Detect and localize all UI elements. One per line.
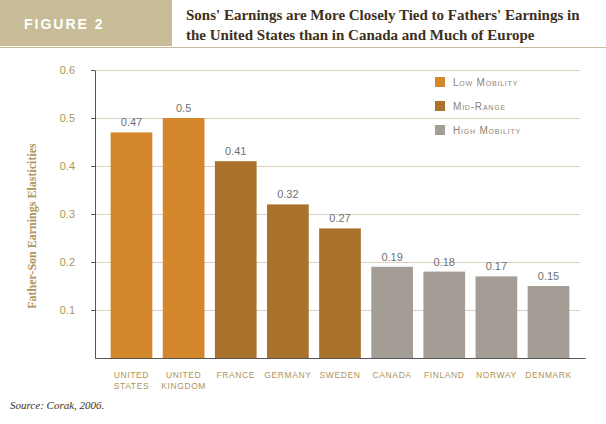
x-tick: CANADA [373,370,412,380]
data-label: 0.18 [434,256,455,268]
x-tick: UNITEDSTATES [114,370,149,391]
data-label: 0.47 [121,116,142,128]
x-tick-label: DENMARK [525,370,572,380]
x-tick-label-line: FINLAND [424,370,465,380]
x-tick-label: CANADA [373,370,412,380]
title-line: Sons' Earnings are More Closely Tied to … [186,7,580,23]
y-tick: 0.1 [60,304,95,316]
y-tick: 0.6 [60,64,95,76]
legend-label: Low Mobility [453,77,518,88]
y-tick-label: 0.6 [60,64,75,76]
x-tick-label: NORWAY [476,370,517,380]
bar [319,228,361,358]
bar [215,161,257,358]
y-tick-mark [91,70,95,71]
y-tick-label: 0.5 [60,112,75,124]
x-tick: FINLAND [424,370,465,380]
bar [371,267,413,358]
x-tick-label: GERMANY [264,370,311,380]
y-tick: 0.2 [60,256,95,268]
y-axis-line [95,71,96,359]
x-tick: DENMARK [525,370,572,380]
y-tick-label: 0.1 [60,304,75,316]
grid-line [95,70,580,71]
data-label: 0.32 [277,188,298,200]
x-axis-line [96,358,586,359]
y-axis-title: Father-Son Earnings Elasticities [25,143,39,309]
source-note: Source: Corak, 2006. [10,399,104,411]
y-tick: 0.5 [60,112,95,124]
x-tick-label: UNITEDSTATES [114,370,149,391]
x-tick: SWEDEN [320,370,361,380]
data-label: 0.27 [329,212,350,224]
y-tick-label: 0.3 [60,208,75,220]
x-tick-label: UNITEDKINGDOM [161,370,206,391]
data-labels: 0.47 0.5 0.41 0.32 0.27 0.19 0.18 0.17 0.15 [121,102,559,282]
y-tick: 0.3 [60,208,95,220]
x-tick-label: FINLAND [424,370,465,380]
y-tick-mark [91,118,95,119]
y-tick-mark [91,262,95,263]
bar [163,118,205,358]
data-label: 0.41 [225,145,246,157]
x-tick: UNITEDKINGDOM [161,370,206,391]
header-box [0,0,172,46]
x-tick-label-line: GERMANY [264,370,311,380]
data-label: 0.15 [538,270,559,282]
legend-swatch [435,125,445,135]
bar [528,286,570,358]
bar [423,272,465,358]
bars [111,118,570,358]
y-tick-label: 0.2 [60,256,75,268]
chart-root: FIGURE 2 Sons' Earnings are More Closely … [0,0,606,424]
y-tick-label: 0.4 [60,160,75,172]
x-tick-label: FRANCE [216,370,255,380]
x-tick-label-line: NORWAY [476,370,517,380]
x-axis: UNITEDSTATESUNITEDKINGDOMFRANCEGERMANYSW… [96,359,586,391]
y-tick: 0.4 [60,160,95,172]
legend: Low Mobility Mid-Range High Mobility [435,77,521,136]
title-line: the United States than in Canada and Muc… [186,27,535,43]
x-tick-label-line: STATES [114,381,149,391]
x-tick-label-line: SWEDEN [320,370,361,380]
x-tick-label-line: CANADA [373,370,412,380]
data-label: 0.5 [176,102,191,114]
bar [111,132,153,358]
legend-label: High Mobility [453,125,521,136]
y-tick-mark [91,214,95,215]
bar [476,276,518,358]
x-tick-label-line: UNITED [166,370,201,380]
x-tick-label-line: FRANCE [216,370,255,380]
data-label: 0.19 [381,251,402,263]
bar [267,204,309,358]
y-axis: 0.1 0.2 0.3 0.4 0.5 0.6 [60,64,96,358]
x-tick-label-line: UNITED [114,370,149,380]
x-tick: FRANCE [216,370,255,380]
y-tick-mark [91,166,95,167]
data-label: 0.17 [486,260,507,272]
legend-label: Mid-Range [453,101,506,112]
x-tick-label-line: KINGDOM [161,381,206,391]
y-tick-mark [91,310,95,311]
x-tick: NORWAY [476,370,517,380]
chart-title: Sons' Earnings are More Closely Tied to … [186,7,580,43]
x-tick: GERMANY [264,370,311,380]
x-tick-label-line: DENMARK [525,370,572,380]
figure-label: FIGURE 2 [24,16,105,32]
x-tick-label: SWEDEN [320,370,361,380]
legend-swatch [435,101,445,111]
header-rule [0,47,606,48]
legend-swatch [435,77,445,87]
